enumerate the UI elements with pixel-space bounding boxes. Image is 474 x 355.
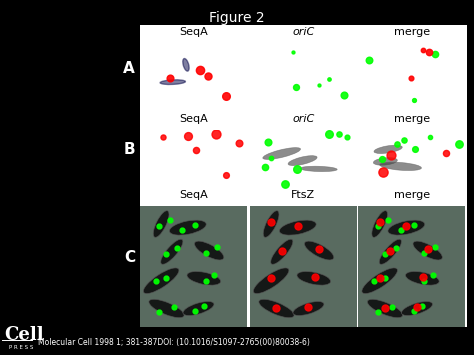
Ellipse shape	[271, 239, 293, 264]
Ellipse shape	[194, 241, 224, 260]
Ellipse shape	[253, 268, 289, 294]
Ellipse shape	[304, 241, 334, 260]
Ellipse shape	[293, 301, 324, 316]
Text: merge: merge	[393, 190, 430, 200]
Ellipse shape	[183, 59, 189, 71]
Text: FtsZ: FtsZ	[291, 190, 315, 200]
Text: SeqA: SeqA	[179, 114, 208, 124]
Text: merge: merge	[393, 114, 430, 124]
Ellipse shape	[413, 241, 442, 260]
Text: B: B	[123, 142, 135, 158]
Ellipse shape	[367, 299, 402, 318]
Ellipse shape	[183, 301, 214, 316]
Text: merge: merge	[393, 27, 430, 37]
Ellipse shape	[288, 156, 317, 165]
Ellipse shape	[259, 299, 294, 318]
Text: A: A	[123, 61, 135, 76]
Ellipse shape	[401, 301, 432, 316]
Text: SeqA: SeqA	[179, 27, 208, 37]
Ellipse shape	[160, 80, 185, 84]
Text: P R E S S: P R E S S	[9, 345, 33, 350]
Ellipse shape	[143, 268, 179, 294]
Ellipse shape	[153, 211, 169, 237]
Ellipse shape	[405, 272, 439, 285]
Text: Figure 2: Figure 2	[209, 11, 265, 24]
Text: Molecular Cell 1998 1; 381-387DOI: (10.1016/S1097-2765(00)80038-6): Molecular Cell 1998 1; 381-387DOI: (10.1…	[38, 338, 310, 347]
Ellipse shape	[380, 162, 421, 170]
Text: C: C	[124, 250, 135, 265]
Ellipse shape	[372, 211, 388, 237]
Ellipse shape	[379, 239, 401, 264]
Bar	[140, 25, 467, 327]
Ellipse shape	[279, 220, 316, 235]
Text: Cell: Cell	[5, 327, 45, 344]
Ellipse shape	[263, 148, 301, 159]
Text: oriC: oriC	[292, 114, 314, 124]
Ellipse shape	[362, 268, 398, 294]
Ellipse shape	[300, 166, 337, 171]
Ellipse shape	[374, 145, 402, 153]
Ellipse shape	[374, 158, 397, 165]
Ellipse shape	[149, 299, 184, 318]
Text: oriC: oriC	[292, 27, 314, 37]
Ellipse shape	[161, 239, 183, 264]
Ellipse shape	[187, 272, 221, 285]
Ellipse shape	[388, 220, 425, 235]
Text: SeqA: SeqA	[179, 190, 208, 200]
Ellipse shape	[169, 220, 206, 235]
Ellipse shape	[263, 211, 279, 237]
Ellipse shape	[297, 272, 331, 285]
